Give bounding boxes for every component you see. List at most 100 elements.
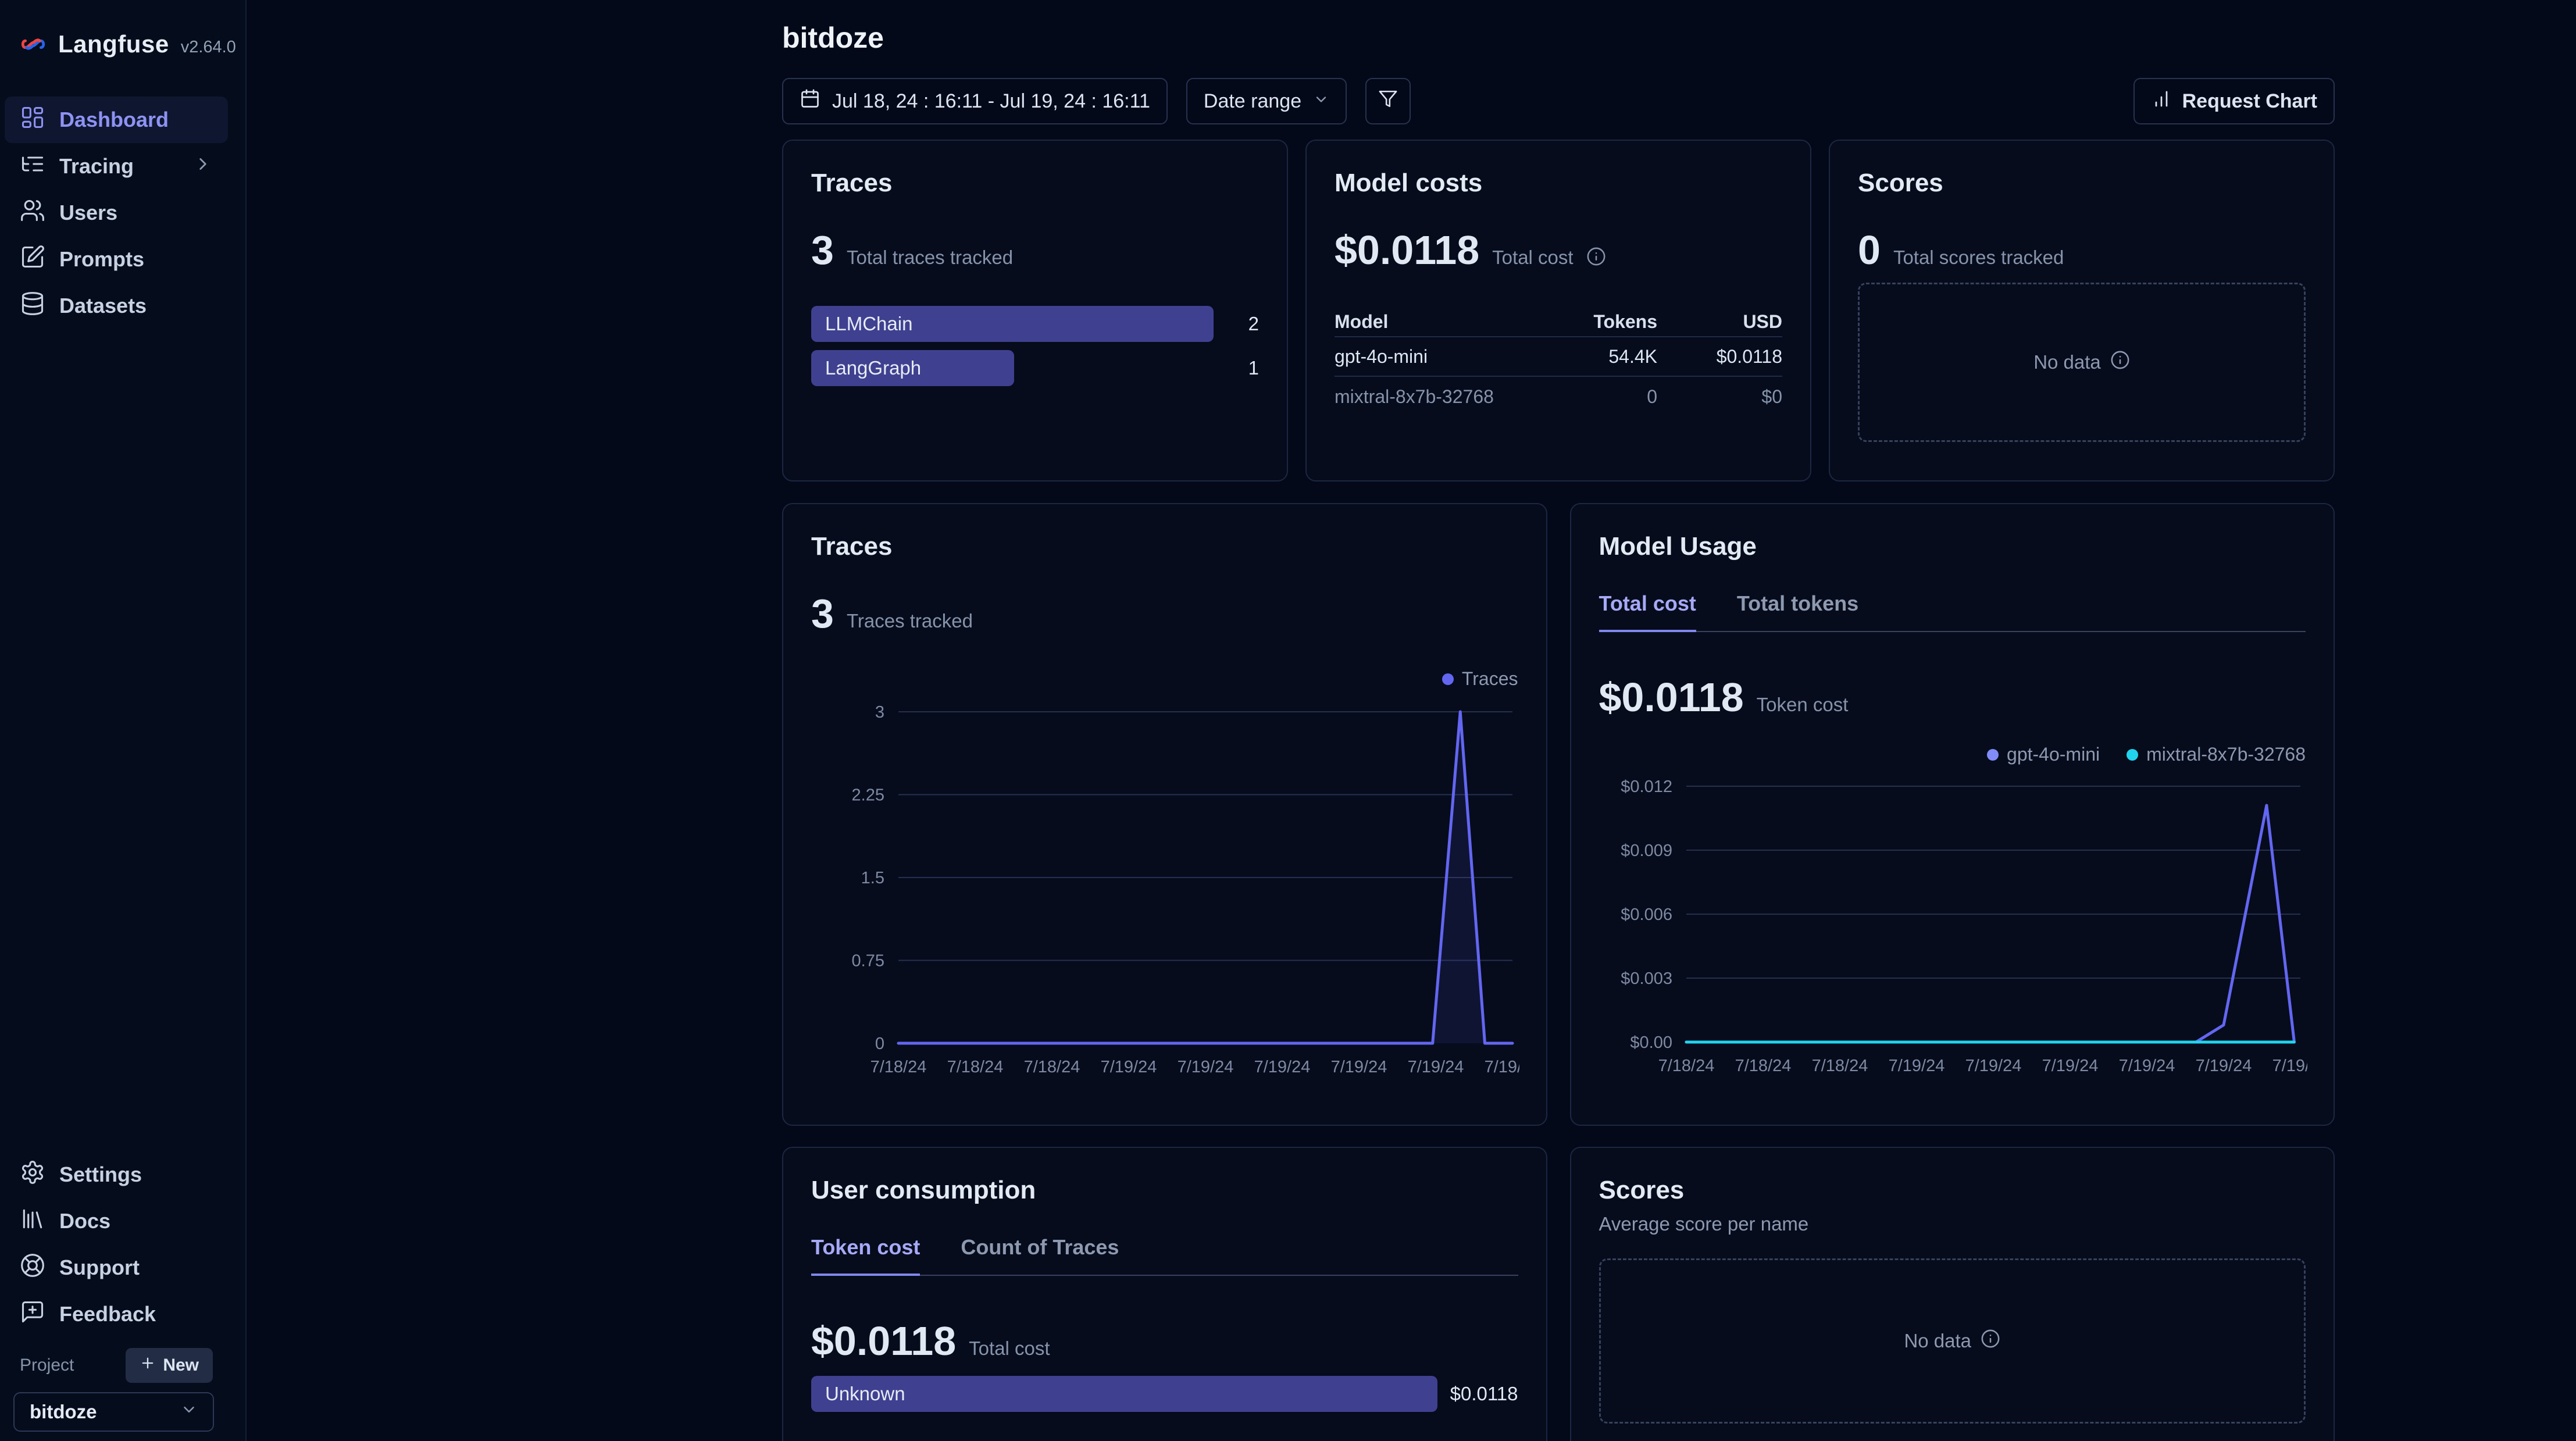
bar-value: 2 xyxy=(1248,313,1259,334)
svg-text:$0.003: $0.003 xyxy=(1621,969,1672,988)
info-icon xyxy=(1981,1329,2000,1353)
bar-unknown: Unknown xyxy=(811,1376,1437,1412)
sidebar-item-support[interactable]: Support xyxy=(5,1244,228,1291)
chevron-right-icon xyxy=(193,154,213,179)
request-chart-button[interactable]: Request Chart xyxy=(2133,78,2335,124)
svg-text:7/19/24: 7/19/24 xyxy=(1101,1058,1157,1076)
list-tree-icon xyxy=(20,151,45,182)
sidebar-item-dashboard[interactable]: Dashboard xyxy=(5,97,228,143)
tab-total-cost[interactable]: Total cost xyxy=(1599,591,1696,632)
app-version: v2.64.0 xyxy=(180,38,236,56)
sidebar-item-tracing[interactable]: Tracing xyxy=(5,143,228,190)
legend-item-traces: Traces xyxy=(1442,668,1518,690)
scores-summary-card: Scores 0 Total scores tracked No data xyxy=(1829,140,2335,481)
traces-line-chart: 0 0.75 1.5 2.25 3 7/18/24 7/18/24 7/18/24 7/19/2… xyxy=(811,694,1541,1087)
svg-text:$0.009: $0.009 xyxy=(1621,841,1672,860)
app-name: Langfuse xyxy=(58,30,169,58)
project-row: Project New xyxy=(0,1337,245,1392)
svg-text:7/18/24: 7/18/24 xyxy=(870,1058,927,1076)
svg-text:7/18/24: 7/18/24 xyxy=(1024,1058,1080,1076)
table-row: gpt-4o-mini 54.4K $0.0118 xyxy=(1335,337,1782,377)
no-data-placeholder: No data xyxy=(1599,1258,2306,1424)
sidebar-item-feedback[interactable]: Feedback xyxy=(5,1291,228,1337)
model-costs-card: Model costs $0.0118 Total cost Model Tok… xyxy=(1305,140,1811,481)
svg-text:$0.012: $0.012 xyxy=(1621,777,1672,796)
sidebar-nav: Dashboard Tracing xyxy=(0,97,245,329)
toolbar: Jul 18, 24 : 16:11 - Jul 19, 24 : 16:11 … xyxy=(782,78,2335,124)
no-data-placeholder: No data xyxy=(1858,283,2306,442)
bar-chart-icon xyxy=(2151,88,2172,115)
sidebar-item-label: Docs xyxy=(59,1209,111,1233)
svg-text:7/18/24: 7/18/24 xyxy=(1811,1057,1868,1075)
calendar-icon xyxy=(800,88,820,115)
bar-row-langgraph: LangGraph 1 xyxy=(811,350,1259,386)
bottom-row: User consumption Token cost Count of Tra… xyxy=(782,1147,2335,1441)
sidebar-item-label: Settings xyxy=(59,1162,142,1186)
sidebar-item-datasets[interactable]: Datasets xyxy=(5,283,228,329)
sidebar-item-label: Users xyxy=(59,201,118,224)
traces-chart-stat: 3 Traces tracked xyxy=(811,591,973,636)
table-row: mixtral-8x7b-32768 0 $0 xyxy=(1335,386,1782,407)
tab-token-cost[interactable]: Token cost xyxy=(811,1235,920,1276)
page-title: bitdoze xyxy=(782,22,884,54)
gear-icon xyxy=(20,1160,45,1190)
model-usage-stat: $0.0118 Token cost xyxy=(1599,675,1849,720)
project-select-value: bitdoze xyxy=(30,1401,97,1422)
sidebar-item-label: Datasets xyxy=(59,294,147,318)
svg-text:7/19/24: 7/19/24 xyxy=(2195,1057,2252,1075)
sidebar-item-settings[interactable]: Settings xyxy=(5,1151,228,1198)
scores-total-stat: 0 Total scores tracked xyxy=(1858,227,2064,273)
filter-button[interactable] xyxy=(1365,78,1411,124)
card-title: Model costs xyxy=(1335,169,1483,197)
date-range-picker[interactable]: Jul 18, 24 : 16:11 - Jul 19, 24 : 16:11 xyxy=(782,78,1168,124)
sidebar-item-label: Tracing xyxy=(59,154,134,178)
user-consumption-tabs: Token cost Count of Traces xyxy=(811,1235,1518,1276)
svg-text:0.75: 0.75 xyxy=(852,952,884,971)
svg-text:0: 0 xyxy=(875,1035,884,1053)
traces-total-stat: 3 Total traces tracked xyxy=(811,227,1014,273)
tab-total-tokens[interactable]: Total tokens xyxy=(1736,591,1859,615)
project-select[interactable]: bitdoze xyxy=(13,1392,214,1432)
project-label: Project xyxy=(20,1356,74,1375)
user-consumption-card: User consumption Token cost Count of Tra… xyxy=(782,1147,1547,1441)
sidebar-item-prompts[interactable]: Prompts xyxy=(5,236,228,283)
sidebar-item-users[interactable]: Users xyxy=(5,190,228,236)
main-content: bitdoze Jul 18, 24 : 16:11 - Jul 19, 24 … xyxy=(247,0,2576,1441)
app-logo: Langfuse v2.64.0 xyxy=(0,0,245,58)
sidebar-item-docs[interactable]: Docs xyxy=(5,1198,228,1244)
card-title: Scores xyxy=(1599,1176,1685,1204)
svg-text:7/19/24: 7/19/24 xyxy=(1965,1057,2021,1075)
bar-value: 1 xyxy=(1248,357,1259,379)
user-consumption-stat: $0.0118 Total cost xyxy=(811,1318,1050,1364)
database-icon xyxy=(20,291,45,322)
svg-text:7/19/24: 7/19/24 xyxy=(2118,1057,2175,1075)
card-title: Model Usage xyxy=(1599,532,1757,561)
traces-chart-card: Traces 3 Traces tracked Traces 0 0.75 1.5 2… xyxy=(782,503,1547,1126)
legend-item-mixtral: mixtral-8x7b-32768 xyxy=(2127,744,2306,765)
tab-count-of-traces[interactable]: Count of Traces xyxy=(961,1235,1119,1259)
svg-text:1.5: 1.5 xyxy=(861,869,884,887)
svg-text:7/18/24: 7/18/24 xyxy=(1658,1057,1714,1075)
svg-text:7/19/24: 7/19/24 xyxy=(1408,1058,1464,1076)
legend-dot xyxy=(2127,748,2139,761)
users-icon xyxy=(20,198,45,229)
card-subtitle: Average score per name xyxy=(1599,1213,1809,1235)
legend-item-gpt-4o-mini: gpt-4o-mini xyxy=(1987,744,2100,765)
traces-breakdown-bars: LLMChain 2 LangGraph 1 xyxy=(811,306,1259,386)
model-costs-table: Model Tokens USD gpt-4o-mini 54.4K $0.01… xyxy=(1335,307,1782,416)
plus-icon xyxy=(140,1355,156,1376)
svg-text:7/18/24: 7/18/24 xyxy=(1735,1057,1791,1075)
sidebar-footer: Settings Docs Support xyxy=(0,1151,245,1441)
date-range-preset-dropdown[interactable]: Date range xyxy=(1186,78,1347,124)
new-project-button[interactable]: New xyxy=(126,1348,213,1383)
layout-dashboard-icon xyxy=(20,105,45,135)
svg-text:7/19/24: 7/19/24 xyxy=(2042,1057,2098,1075)
chevron-down-icon xyxy=(180,1401,198,1423)
chevron-down-icon xyxy=(1313,90,1329,113)
svg-text:$0.00: $0.00 xyxy=(1630,1033,1672,1052)
life-buoy-icon xyxy=(20,1253,45,1283)
svg-text:7/18/24: 7/18/24 xyxy=(947,1058,1004,1076)
sidebar-item-label: Support xyxy=(59,1255,140,1279)
svg-text:7/19/24: 7/19/24 xyxy=(1331,1058,1387,1076)
